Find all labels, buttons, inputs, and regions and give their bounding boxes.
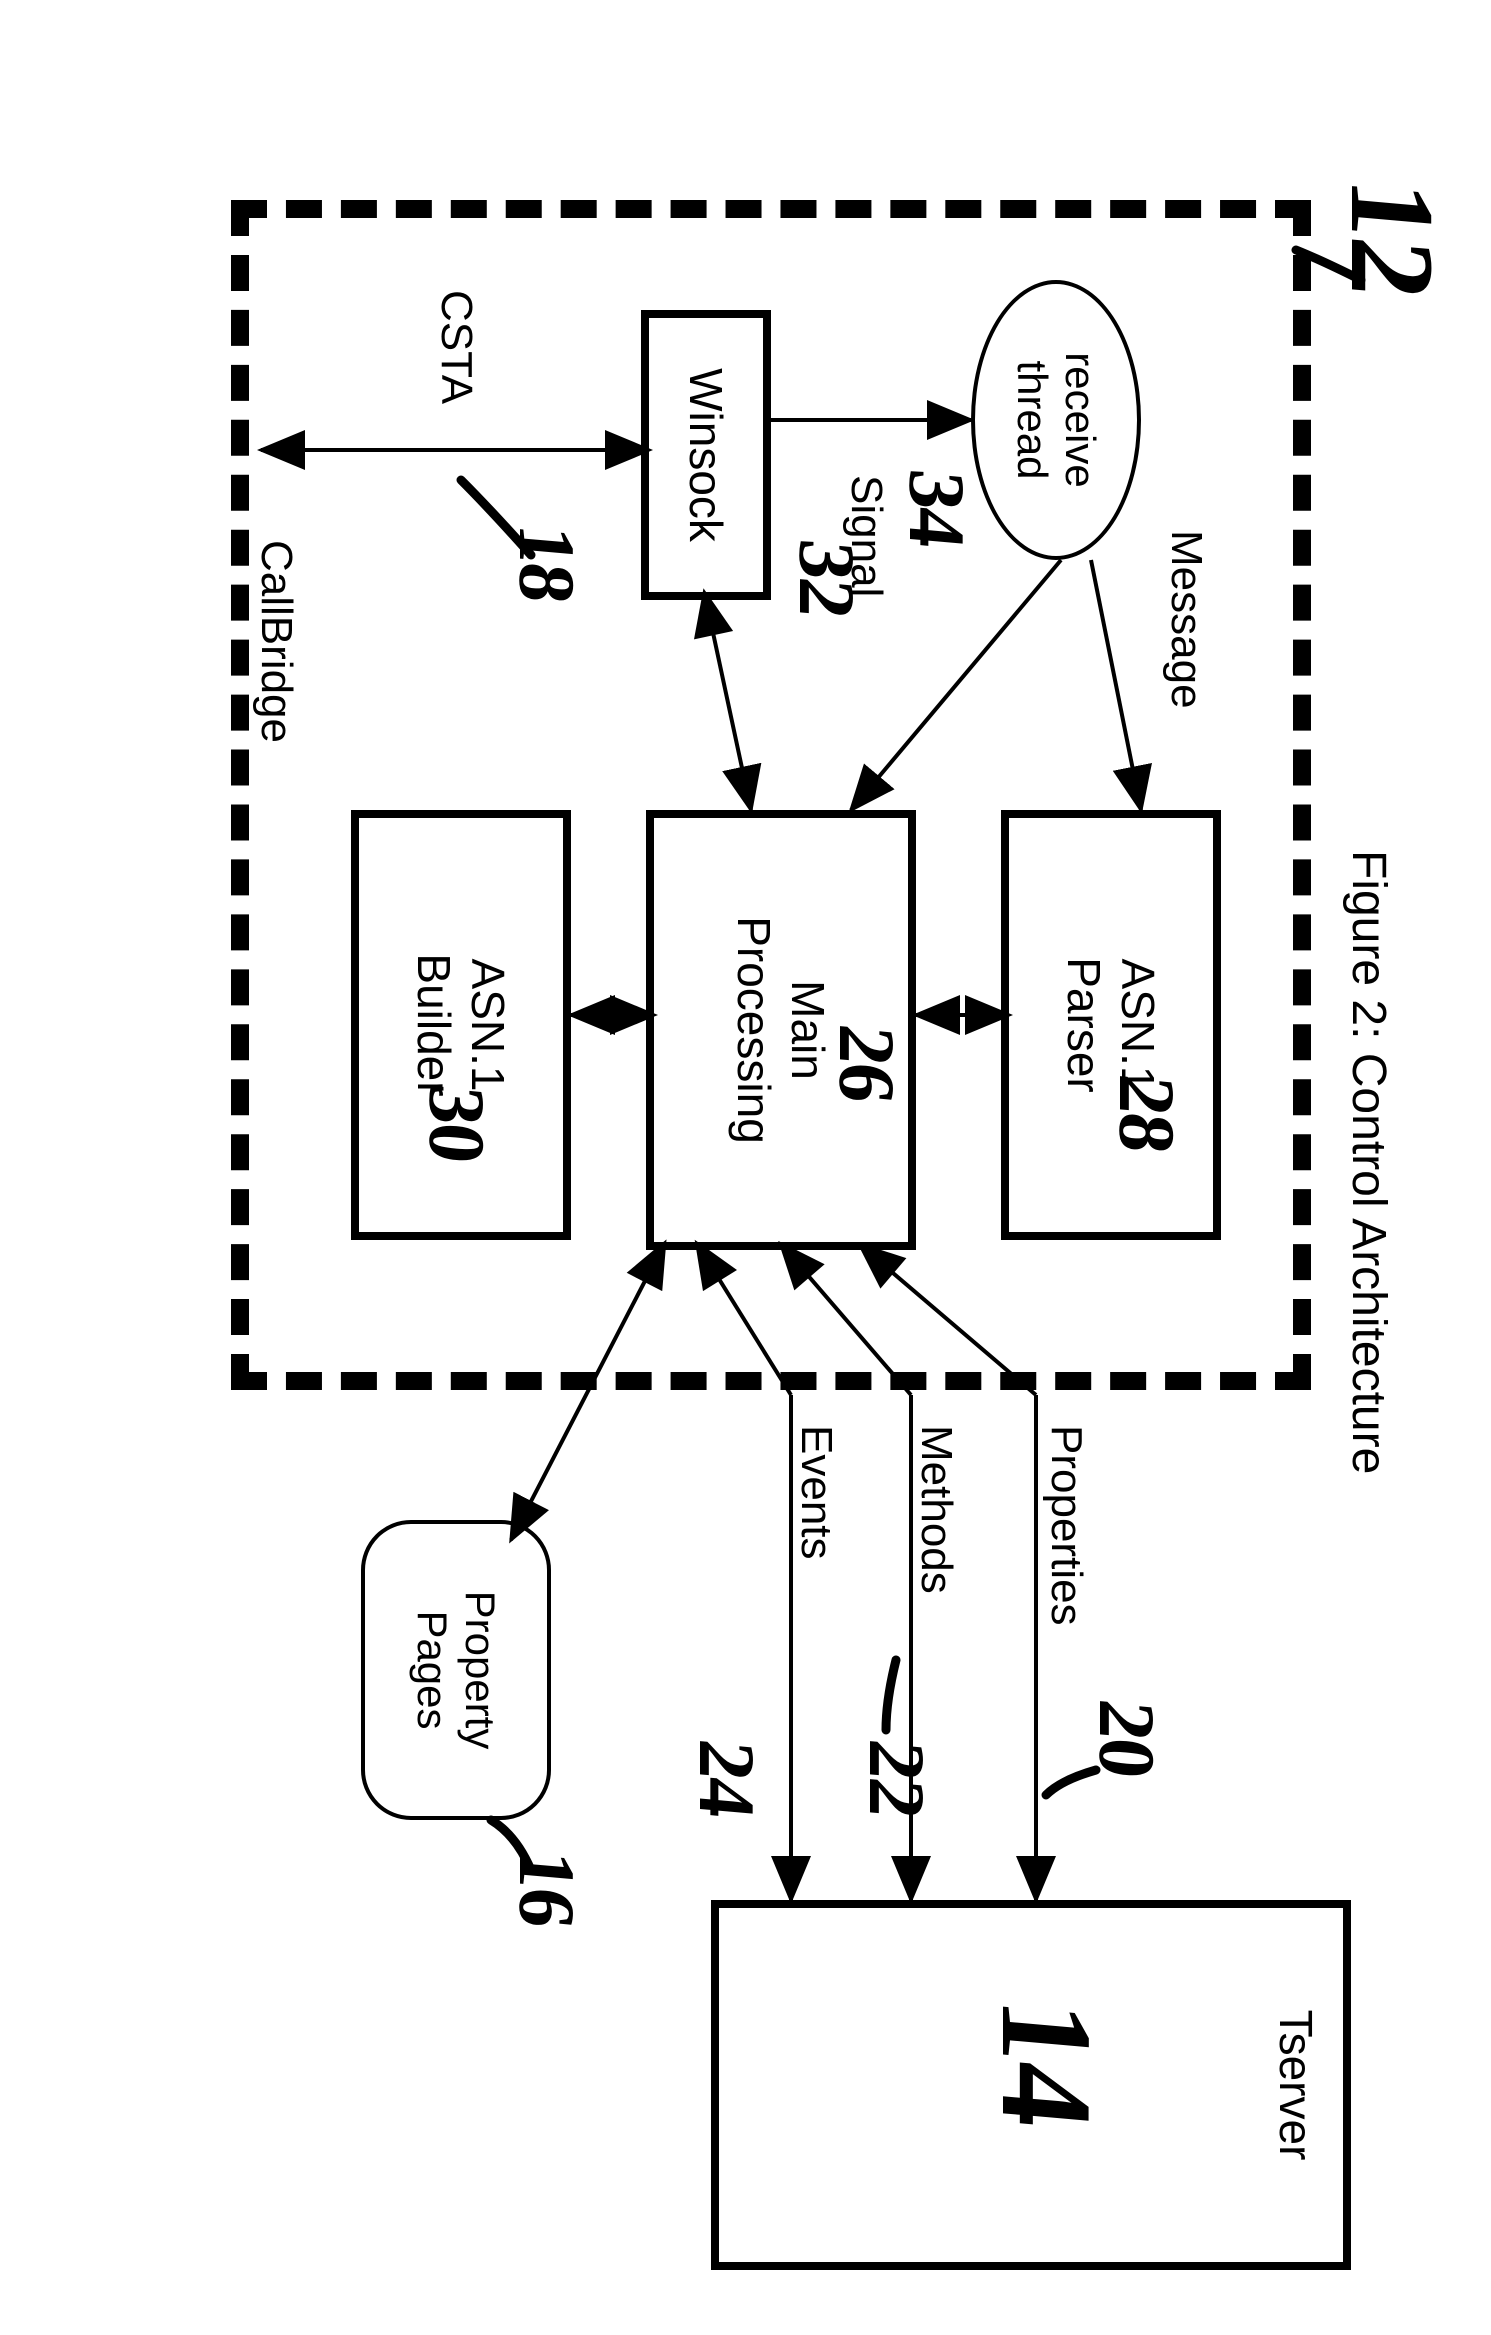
label-csta: CSTA <box>431 290 481 404</box>
node-label: ASN.1Builder <box>407 953 515 1096</box>
node-label: Winsock <box>679 368 733 542</box>
annotation-20: 20 <box>1080 1696 1171 1780</box>
annotation-18: 18 <box>500 521 591 605</box>
node-property-pages: PropertyPages <box>361 1520 551 1820</box>
label-events: Events <box>791 1425 841 1560</box>
annotation-28: 28 <box>1100 1071 1191 1155</box>
annotation-22: 22 <box>850 1736 941 1820</box>
node-asn-parser: ASN.1Parser <box>1001 810 1221 1240</box>
annotation-16: 16 <box>500 1846 591 1930</box>
label-callbridge: CallBridge <box>251 540 301 743</box>
annotation-34: 34 <box>890 466 981 550</box>
node-label: PropertyPages <box>408 1591 504 1750</box>
node-receive-thread: receivethread <box>971 280 1141 560</box>
node-label: receivethread <box>1008 352 1104 487</box>
annotation-26: 26 <box>820 1021 911 1105</box>
label-methods: Methods <box>911 1425 961 1594</box>
node-winsock: Winsock <box>641 310 771 600</box>
annotation-12: 12 <box>1323 174 1461 302</box>
diagram-canvas: Figure 2: Control Architecture receiveth… <box>0 0 1491 2335</box>
annotation-32: 32 <box>780 536 871 620</box>
figure-title: Figure 2: Control Architecture <box>1341 850 1396 1474</box>
node-label: Tserver <box>1269 2010 1323 2161</box>
annotation-14: 14 <box>971 1993 1121 2132</box>
node-label: MainProcessing <box>727 916 835 1144</box>
label-properties: Properties <box>1041 1425 1091 1626</box>
node-asn-builder: ASN.1Builder <box>351 810 571 1240</box>
annotation-30: 30 <box>410 1081 501 1165</box>
label-message: Message <box>1161 530 1211 709</box>
annotation-24: 24 <box>680 1736 771 1820</box>
